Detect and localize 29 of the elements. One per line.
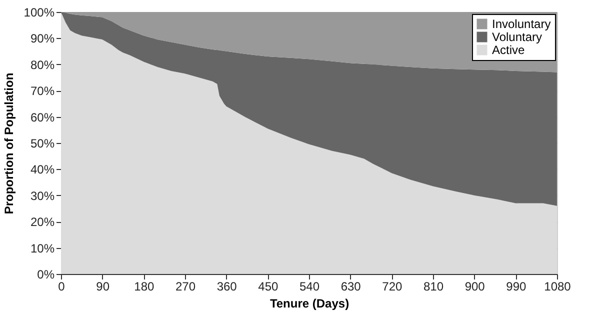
legend-label: Involuntary [492,17,551,31]
x-tick-label: 540 [299,280,320,294]
x-tick-label: 270 [175,280,196,294]
x-tick-label: 1080 [544,280,572,294]
x-tick-label: 990 [506,280,526,294]
legend-label: Active [492,43,526,57]
y-tick-label: 30% [30,188,55,203]
x-tick-label: 810 [423,280,444,294]
y-axis-title: Proportion of Population [2,72,16,214]
y-tick-label: 70% [30,84,55,98]
x-tick-label: 0 [58,280,66,294]
x-axis-title: Tenure (Days) [270,296,350,310]
y-tick-label: 50% [30,136,55,150]
x-tick-label: 900 [464,280,486,294]
y-tick-label: 0% [37,268,55,282]
x-tick-label: 720 [382,280,402,294]
legend-label: Voluntary [492,30,542,44]
x-tick-label: 90 [96,280,110,294]
y-tick-label: 10% [30,241,55,256]
y-tick-label: 80% [30,58,55,72]
y-tick-label: 20% [30,215,55,230]
y-tick-label: 60% [30,110,55,124]
y-tick-label: 90% [30,32,55,46]
x-tick-label: 180 [134,280,154,294]
x-tick-label: 630 [340,280,362,294]
y-tick-label: 40% [30,162,55,177]
x-tick-label: 450 [258,280,278,294]
y-tick-label: 100% [24,6,55,20]
x-tick-label: 360 [216,280,238,294]
